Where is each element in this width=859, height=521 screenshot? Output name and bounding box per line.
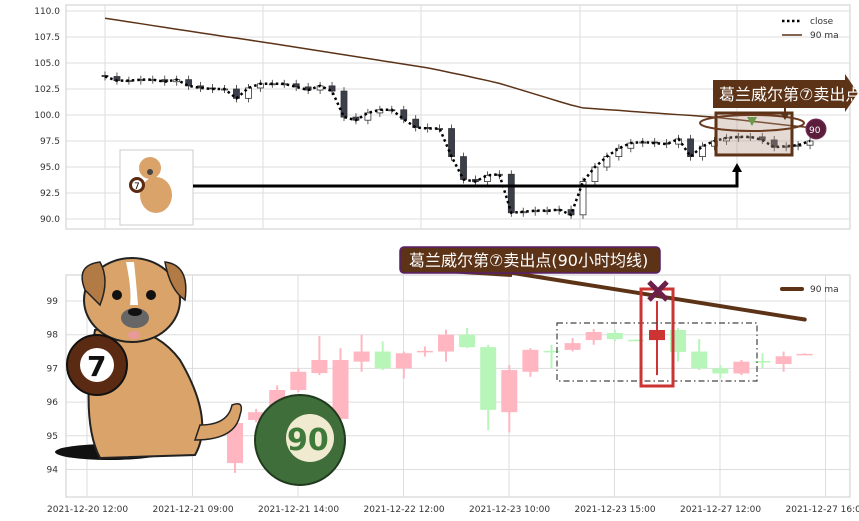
bottom-candle xyxy=(775,356,792,365)
close-line xyxy=(104,75,811,217)
svg-text:90: 90 xyxy=(809,126,821,136)
bottom-candle xyxy=(691,351,708,369)
signal-candle xyxy=(649,329,665,341)
top-candle xyxy=(615,147,623,157)
bottom-candle xyxy=(416,350,433,353)
svg-text:90: 90 xyxy=(287,423,329,458)
ma90-line xyxy=(507,270,807,322)
top-candle xyxy=(699,145,706,157)
svg-text:7: 7 xyxy=(87,350,106,383)
top-candle xyxy=(412,118,420,128)
top-candle xyxy=(687,138,694,157)
bottom-xtick-label: 2021-12-27 16:00 xyxy=(786,505,859,515)
bottom-ytick-label: 96 xyxy=(47,398,59,408)
top-candle xyxy=(364,112,372,121)
bottom-xtick-label: 2021-12-22 12:00 xyxy=(364,505,445,515)
bottom-annotation-label: 葛兰威尔第⑦卖出点(90小时均线) xyxy=(399,246,661,274)
top-legend: close 90 ma xyxy=(782,17,839,41)
connector-arrow xyxy=(193,170,739,188)
bottom-xtick-label: 2021-12-27 12:00 xyxy=(680,505,761,515)
top-candle xyxy=(340,90,348,118)
top-ytick-label: 110.0 xyxy=(34,7,60,17)
bottom-ytick-label: 98 xyxy=(47,331,59,341)
bottom-candle xyxy=(311,359,328,374)
bottom-candle xyxy=(501,370,518,413)
bottom-candle xyxy=(522,349,539,372)
bottom-candle xyxy=(564,343,581,350)
bottom-xtick-label: 2021-12-21 09:00 xyxy=(153,505,234,515)
top-candle xyxy=(448,128,455,158)
ball-ninety-icon: 90 xyxy=(254,394,346,486)
bottom-legend: 90 ma xyxy=(780,285,839,295)
top-candle xyxy=(579,181,587,216)
bottom-ytick-label: 94 xyxy=(47,466,59,476)
signal-ellipse xyxy=(699,114,805,132)
top-candle xyxy=(591,166,599,182)
bottom-candle xyxy=(543,350,560,353)
bottom-candle xyxy=(227,422,243,464)
bottom-candle xyxy=(459,334,476,348)
dog-thumbnail: 7 xyxy=(119,149,194,226)
bottom-candle xyxy=(796,353,813,356)
top-panel: 110.0 107.5 105.0 102.5 100.0 97.5 95.0 92.5 90.… xyxy=(34,4,859,230)
bottom-candle xyxy=(754,360,771,363)
top-ytick-label: 107.5 xyxy=(34,33,60,43)
bottom-xtick-label: 2021-12-20 12:00 xyxy=(47,505,128,515)
bottom-candle xyxy=(480,347,497,410)
svg-text:葛兰威尔第⑦卖出点(90小时均线): 葛兰威尔第⑦卖出点(90小时均线) xyxy=(409,251,648,270)
top-candle xyxy=(770,139,778,148)
bottom-candle xyxy=(374,351,391,369)
bottom-candle xyxy=(395,353,412,369)
arrow-head-icon xyxy=(732,163,742,172)
bottom-candle xyxy=(627,339,644,342)
bottom-ytick-label: 99 xyxy=(47,297,59,307)
svg-text:7: 7 xyxy=(134,182,140,192)
top-ytick-label: 105.0 xyxy=(34,59,60,69)
top-ytick-label: 97.5 xyxy=(40,137,60,147)
ball-seven-icon: 7 xyxy=(66,334,128,396)
sell-marker-icon xyxy=(747,117,757,126)
legend-ma-label: 90 ma xyxy=(810,31,839,41)
top-annotation-label: 葛兰威尔第⑦卖出点 xyxy=(713,74,859,112)
bottom-candle xyxy=(248,412,265,420)
top-candle xyxy=(400,109,408,120)
top-ytick-label: 95.0 xyxy=(40,163,60,173)
bottom-candle xyxy=(332,359,349,419)
bottom-candle xyxy=(438,334,454,352)
ma90-line xyxy=(104,17,811,129)
bottom-candle xyxy=(712,368,729,374)
bottom-xtick-label: 2021-12-23 15:00 xyxy=(575,505,656,515)
top-candle xyxy=(185,79,193,87)
bottom-xtick-label: 2021-12-21 14:00 xyxy=(258,505,339,515)
bottom-candle xyxy=(353,351,370,362)
bottom-candle xyxy=(733,361,750,374)
bottom-candle xyxy=(606,333,623,340)
bottom-candle xyxy=(290,371,307,390)
bottom-ytick-label: 95 xyxy=(47,432,58,442)
bottom-plot-area xyxy=(65,274,851,498)
top-ytick-label: 100.0 xyxy=(34,111,60,121)
bottom-xtick-label: 2021-12-23 10:00 xyxy=(469,505,550,515)
top-ytick-label: 90.0 xyxy=(40,215,60,225)
cross-marker-icon xyxy=(647,280,669,302)
consolidation-box xyxy=(556,322,758,382)
legend-ma-label: 90 ma xyxy=(810,285,839,295)
ma90-badge: 90 xyxy=(805,118,827,140)
top-ytick-label: 92.5 xyxy=(40,189,60,199)
top-candle xyxy=(244,87,252,99)
bottom-ytick-label: 97 xyxy=(47,364,58,374)
bottom-panel: 99 98 97 96 95 94 2021-12-20 12:00 2021-12-21 0… xyxy=(47,246,859,515)
svg-text:葛兰威尔第⑦卖出点: 葛兰威尔第⑦卖出点 xyxy=(719,85,859,104)
bottom-candle xyxy=(585,332,602,341)
legend-close-label: close xyxy=(810,17,834,27)
label-pointer-head-icon xyxy=(781,114,789,120)
top-candle xyxy=(483,174,491,182)
top-candle xyxy=(603,156,611,168)
top-ytick-label: 102.5 xyxy=(34,85,60,95)
